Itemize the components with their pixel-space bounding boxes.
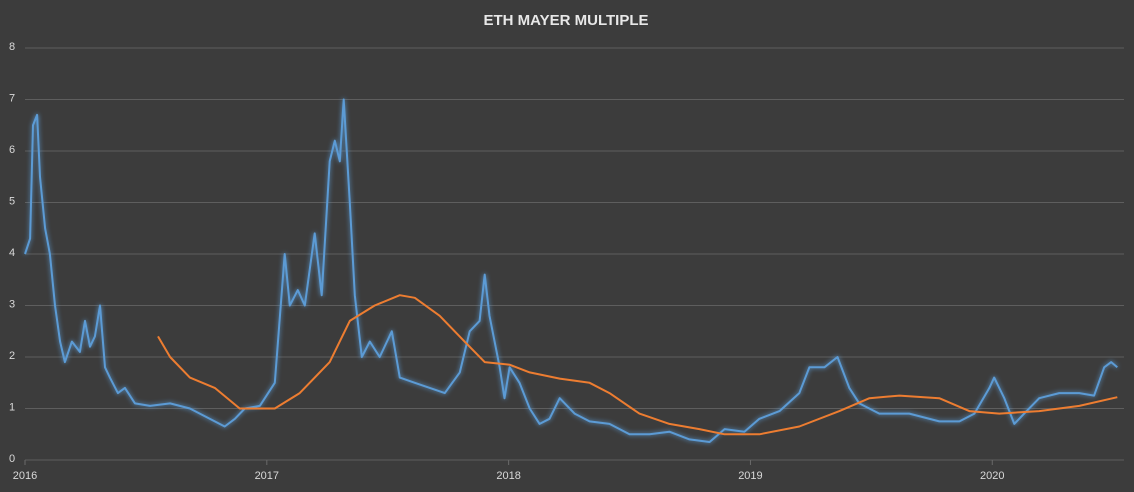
y-tick-label: 5 xyxy=(9,195,15,207)
y-tick-label: 6 xyxy=(9,144,15,156)
y-tick-label: 0 xyxy=(9,453,15,465)
y-tick-label: 1 xyxy=(9,401,15,413)
series-line xyxy=(157,294,1118,436)
x-tick-label: 2017 xyxy=(255,470,279,482)
x-tick-label: 2020 xyxy=(980,470,1004,482)
chart-title: ETH MAYER MULTIPLE xyxy=(483,12,648,29)
y-tick-label: 8 xyxy=(9,41,15,53)
x-tick-label: 2019 xyxy=(738,470,762,482)
y-tick-label: 4 xyxy=(9,247,15,259)
y-tick-label: 3 xyxy=(9,298,15,310)
y-tick-label: 7 xyxy=(9,92,15,104)
series-line xyxy=(24,98,1118,443)
x-tick-label: 2016 xyxy=(13,470,37,482)
y-tick-label: 2 xyxy=(9,350,15,362)
x-tick-label: 2018 xyxy=(496,470,520,482)
